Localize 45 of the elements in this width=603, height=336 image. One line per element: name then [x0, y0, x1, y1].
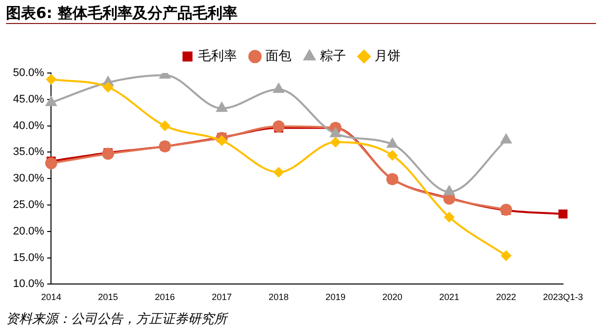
y-tick-label: 45.0% — [12, 93, 44, 106]
point — [330, 128, 341, 138]
y-tick-label: 30.0% — [12, 172, 44, 185]
point — [330, 137, 341, 148]
x-tick-label: 2018 — [268, 292, 289, 302]
y-tick-label: 10.0% — [12, 278, 44, 290]
y-tick-label: 25.0% — [12, 199, 44, 212]
point — [46, 74, 56, 84]
legend-label: 毛利率 — [198, 48, 237, 64]
point — [45, 157, 58, 170]
chart-title: 图表6: 整体毛利率及分产品毛利率 — [6, 4, 596, 24]
point — [273, 83, 284, 93]
x-tick-label: 2023Q1-3 — [542, 292, 583, 302]
point — [500, 134, 512, 144]
y-tick-label: 35.0% — [12, 146, 44, 158]
y-tick-label: 50.0% — [12, 67, 44, 80]
point — [501, 250, 512, 261]
point — [444, 186, 455, 196]
y-tick-label: 40.0% — [12, 120, 44, 132]
point — [272, 120, 285, 132]
point — [46, 96, 57, 106]
point — [103, 82, 114, 92]
point — [274, 167, 284, 178]
y-tick-label: 15.0% — [12, 252, 44, 264]
x-tick-label: 2017 — [212, 292, 232, 302]
point — [387, 150, 398, 160]
legend-label: 月饼 — [374, 48, 400, 64]
x-tick-label: 2019 — [326, 292, 346, 302]
x-tick-label: 2016 — [154, 292, 175, 302]
point — [102, 148, 114, 160]
point — [160, 120, 170, 131]
point — [216, 102, 228, 112]
legend-label: 粽子 — [320, 48, 346, 64]
x-tick-label: 2014 — [41, 292, 62, 302]
x-tick-label: 2022 — [496, 292, 516, 302]
point — [216, 136, 227, 146]
x-tick-label: 2015 — [98, 292, 118, 302]
point — [387, 138, 398, 148]
text: 资料来源：公司公告，方正证券研究所 — [6, 311, 227, 328]
x-tick-label: 2021 — [439, 292, 460, 302]
point — [444, 212, 454, 222]
legend-label: 面包 — [266, 48, 292, 64]
y-tick-label: 20.0% — [12, 225, 44, 238]
point — [558, 209, 568, 219]
x-tick-label: 2020 — [382, 292, 402, 302]
